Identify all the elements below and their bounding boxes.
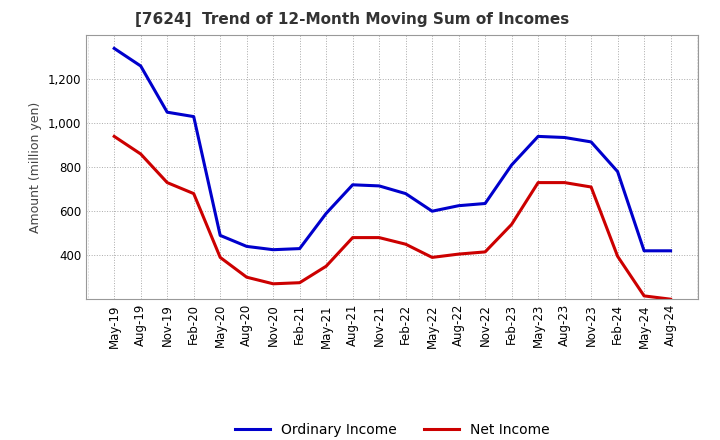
Ordinary Income <box>269 247 277 253</box>
Ordinary Income <box>508 162 516 168</box>
Legend: Ordinary Income, Net Income: Ordinary Income, Net Income <box>230 417 555 440</box>
Ordinary Income <box>136 63 145 69</box>
Ordinary Income <box>454 203 463 209</box>
Ordinary Income <box>348 182 357 187</box>
Ordinary Income <box>295 246 304 251</box>
Net Income <box>401 242 410 247</box>
Net Income <box>216 255 225 260</box>
Net Income <box>640 293 649 299</box>
Net Income <box>454 252 463 257</box>
Net Income <box>295 280 304 286</box>
Net Income <box>428 255 436 260</box>
Line: Ordinary Income: Ordinary Income <box>114 48 670 251</box>
Net Income <box>375 235 384 240</box>
Ordinary Income <box>640 248 649 253</box>
Net Income <box>163 180 171 185</box>
Net Income <box>560 180 569 185</box>
Ordinary Income <box>216 233 225 238</box>
Ordinary Income <box>534 134 542 139</box>
Net Income <box>136 151 145 157</box>
Text: [7624]  Trend of 12-Month Moving Sum of Incomes: [7624] Trend of 12-Month Moving Sum of I… <box>135 12 570 27</box>
Net Income <box>508 222 516 227</box>
Net Income <box>348 235 357 240</box>
Ordinary Income <box>375 183 384 188</box>
Ordinary Income <box>401 191 410 196</box>
Ordinary Income <box>189 114 198 119</box>
Net Income <box>189 191 198 196</box>
Net Income <box>587 184 595 190</box>
Ordinary Income <box>481 201 490 206</box>
Ordinary Income <box>243 244 251 249</box>
Line: Net Income: Net Income <box>114 136 670 299</box>
Net Income <box>269 281 277 286</box>
Ordinary Income <box>613 169 622 174</box>
Ordinary Income <box>428 209 436 214</box>
Net Income <box>666 297 675 302</box>
Net Income <box>534 180 542 185</box>
Net Income <box>243 275 251 280</box>
Net Income <box>613 253 622 259</box>
Net Income <box>481 249 490 254</box>
Ordinary Income <box>560 135 569 140</box>
Ordinary Income <box>110 46 119 51</box>
Ordinary Income <box>666 248 675 253</box>
Net Income <box>322 264 330 269</box>
Y-axis label: Amount (million yen): Amount (million yen) <box>30 102 42 233</box>
Ordinary Income <box>587 139 595 144</box>
Ordinary Income <box>163 110 171 115</box>
Net Income <box>110 134 119 139</box>
Ordinary Income <box>322 211 330 216</box>
